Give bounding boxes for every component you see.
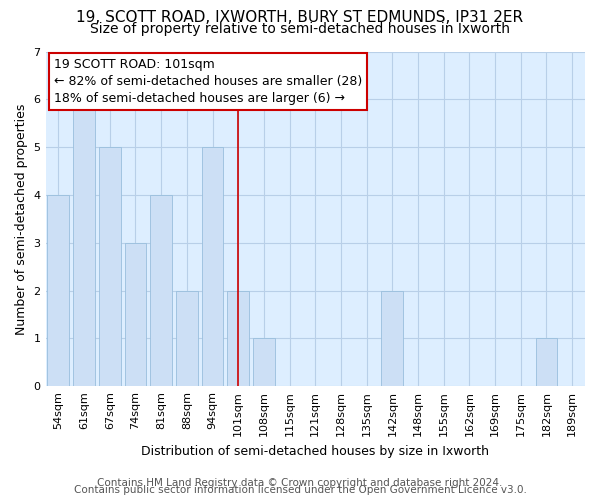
Bar	[176, 290, 198, 386]
X-axis label: Distribution of semi-detached houses by size in Ixworth: Distribution of semi-detached houses by …	[141, 444, 489, 458]
Bar	[227, 290, 249, 386]
Text: 19, SCOTT ROAD, IXWORTH, BURY ST EDMUNDS, IP31 2ER: 19, SCOTT ROAD, IXWORTH, BURY ST EDMUNDS…	[76, 10, 524, 25]
Y-axis label: Number of semi-detached properties: Number of semi-detached properties	[15, 103, 28, 334]
Text: 19 SCOTT ROAD: 101sqm
← 82% of semi-detached houses are smaller (28)
18% of semi: 19 SCOTT ROAD: 101sqm ← 82% of semi-deta…	[53, 58, 362, 105]
Bar	[73, 100, 95, 387]
Text: Contains public sector information licensed under the Open Government Licence v3: Contains public sector information licen…	[74, 485, 526, 495]
Bar	[382, 290, 403, 386]
Bar	[536, 338, 557, 386]
Bar	[99, 147, 121, 386]
Bar	[125, 243, 146, 386]
Bar	[202, 147, 223, 386]
Text: Size of property relative to semi-detached houses in Ixworth: Size of property relative to semi-detach…	[90, 22, 510, 36]
Text: Contains HM Land Registry data © Crown copyright and database right 2024.: Contains HM Land Registry data © Crown c…	[97, 478, 503, 488]
Bar	[150, 195, 172, 386]
Bar	[47, 195, 70, 386]
Bar	[253, 338, 275, 386]
